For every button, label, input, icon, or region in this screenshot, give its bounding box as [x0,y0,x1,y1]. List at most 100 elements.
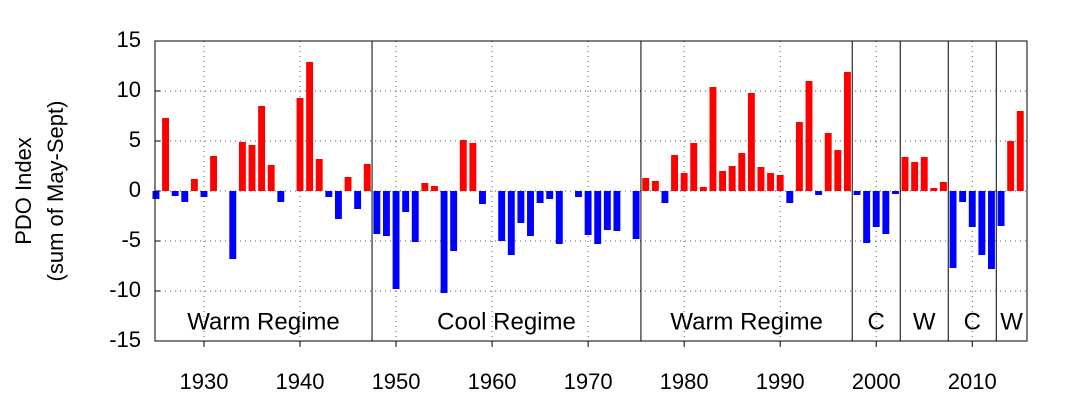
bar [911,162,919,191]
bar [776,175,784,191]
x-tick-label: 1930 [180,369,229,394]
y-axis-label: PDO Index (sum of May-Sept) [11,101,68,282]
bar [440,191,448,293]
bar [603,191,611,230]
bar [815,191,823,195]
x-tick-label: 2000 [852,369,901,394]
bar [546,191,554,199]
bar [882,191,890,234]
bar [575,191,582,197]
bar [325,191,333,197]
bar [200,191,208,197]
bar [959,191,967,202]
y-axis-label-line: PDO Index [11,137,36,245]
bar [709,87,717,191]
bar [795,122,803,191]
bar [968,191,976,227]
bar [719,171,727,191]
bar [152,191,160,199]
bar [651,181,659,191]
y-tick-label: -15 [109,327,141,352]
bar [747,93,755,191]
bar [671,155,679,191]
bar [757,167,765,191]
bar [872,191,880,227]
bar [1007,141,1015,191]
bar [171,191,179,196]
y-tick-label: -10 [109,277,141,302]
x-tick-label: 2010 [948,369,997,394]
bar [354,191,362,209]
bar [238,142,246,191]
bar [181,191,189,202]
bar [920,157,928,191]
bar [949,191,957,268]
plot-frame [154,40,1028,342]
y-tick-label: 10 [117,77,141,102]
bar [258,106,266,191]
bar [738,153,746,191]
bar [210,156,218,191]
bar [853,191,861,195]
bar [690,143,698,191]
bar [402,191,410,212]
bar [527,191,534,236]
bar [306,62,314,191]
bar [498,191,506,241]
bar [382,191,390,236]
regime-label: Warm Regime [670,308,822,335]
bar [728,166,736,191]
bar [661,191,669,203]
bar [431,186,438,191]
bar [296,98,304,191]
bar [584,191,592,235]
y-tick-label: 15 [117,27,141,52]
bar [805,81,813,191]
y-axis-label-line: (sum of May-Sept) [43,101,68,282]
x-tick-label: 1980 [660,369,709,394]
bar [162,118,170,191]
x-tick-label: 1950 [372,369,421,394]
bar [277,191,285,202]
regime-label: Cool Regime [437,308,576,335]
bar [891,191,899,194]
bar [786,191,794,203]
bar [411,191,419,242]
bar [843,72,851,191]
x-tick-label: 1990 [756,369,805,394]
bar [834,150,842,191]
bar [988,191,995,269]
bar [824,133,832,191]
bar [680,173,688,191]
regime-label: C [868,308,885,335]
bar [699,187,707,191]
regime-label: W [1000,308,1023,335]
bar [632,191,640,239]
bar [978,191,986,255]
bar [594,191,602,244]
bar [450,191,458,251]
x-tick-label: 1960 [468,369,517,394]
bar [373,191,381,234]
bar [363,164,371,191]
bar [767,173,775,191]
bar [1016,111,1024,191]
bar [901,157,909,191]
bar [344,177,352,191]
y-tick-label: 5 [129,127,141,152]
bar [421,183,429,191]
bar [469,143,477,191]
bar [613,191,621,231]
regime-label: C [964,308,981,335]
bar [479,191,486,204]
bar [459,140,467,191]
bar [248,145,256,191]
regime-label: Warm Regime [187,308,339,335]
y-tick-label: -5 [121,227,141,252]
bar [536,191,544,203]
bar [939,182,947,191]
bar [642,178,650,191]
bar [555,191,563,244]
bar [229,191,237,259]
